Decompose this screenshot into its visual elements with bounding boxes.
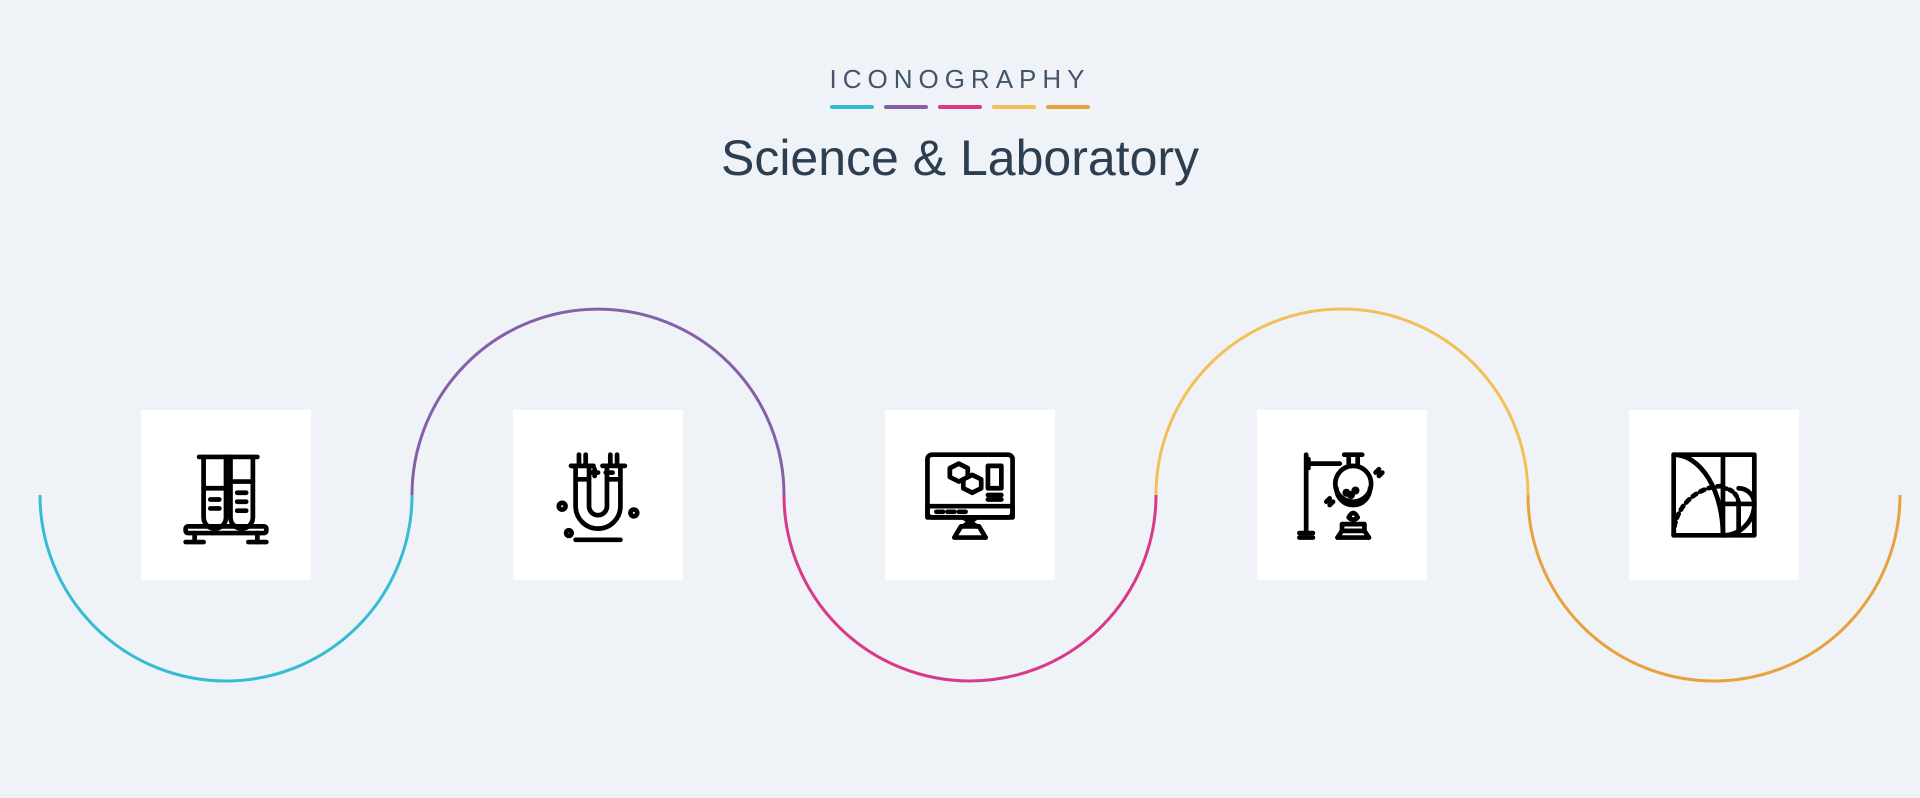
monitor-molecule-icon — [914, 439, 1026, 551]
icon-card — [1629, 410, 1799, 580]
golden-ratio-icon — [1658, 439, 1770, 551]
icon-card — [1257, 410, 1427, 580]
flask-burner-icon — [1286, 439, 1398, 551]
underline-segment — [1046, 105, 1090, 109]
icon-card — [513, 410, 683, 580]
underline-segment — [992, 105, 1036, 109]
underline-segment — [884, 105, 928, 109]
magnet-icon — [542, 439, 654, 551]
infographic-canvas: ICONOGRAPHY Science & Laboratory — [0, 0, 1920, 798]
header-underline — [721, 105, 1199, 109]
icon-card — [885, 410, 1055, 580]
test-tubes-icon — [170, 439, 282, 551]
underline-segment — [830, 105, 874, 109]
header-tag: ICONOGRAPHY — [721, 64, 1199, 95]
icon-card — [141, 410, 311, 580]
header: ICONOGRAPHY Science & Laboratory — [721, 64, 1199, 187]
underline-segment — [938, 105, 982, 109]
header-title: Science & Laboratory — [721, 129, 1199, 187]
